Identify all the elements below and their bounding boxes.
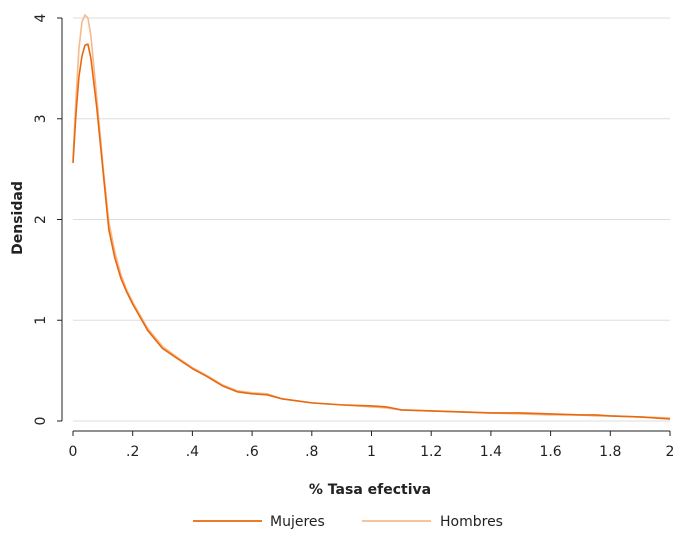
y-tick-label: 1 (33, 316, 49, 325)
series-lines (72, 14, 671, 420)
legend-label-mujeres: Mujeres (270, 514, 325, 530)
x-tick-label: 1.4 (480, 444, 502, 460)
x-tick-label: 1.8 (599, 444, 621, 460)
y-tick-label: 4 (33, 13, 49, 22)
x-tick-label: 2 (666, 444, 674, 460)
x-tick-label: 1 (367, 444, 376, 460)
tick-labels: 0 1 2 3 4 0 .2 .4 .6 .8 1 1.2 1.4 1.6 1.8 2 (33, 13, 674, 460)
y-tick-label: 3 (33, 114, 49, 123)
y-axis-title: Densidad (10, 181, 26, 255)
x-tick-label: .4 (186, 444, 199, 460)
x-axis-title: % Tasa efectiva (309, 482, 431, 498)
y-tick-label: 2 (33, 215, 49, 224)
legend-label-hombres: Hombres (440, 514, 503, 530)
x-tick-label: 1.2 (420, 444, 442, 460)
y-tick-label: 0 (33, 417, 49, 426)
series-line-mujeres (72, 43, 671, 420)
legend: Mujeres Hombres (193, 514, 503, 530)
axes (57, 17, 671, 436)
x-tick-label: 1.6 (539, 444, 561, 460)
series-line-hombres (72, 14, 671, 419)
grid-lines (73, 17, 670, 422)
x-tick-label: .6 (245, 444, 258, 460)
x-tick-label: .2 (126, 444, 139, 460)
x-tick-label: .8 (305, 444, 318, 460)
x-tick-label: 0 (69, 444, 78, 460)
